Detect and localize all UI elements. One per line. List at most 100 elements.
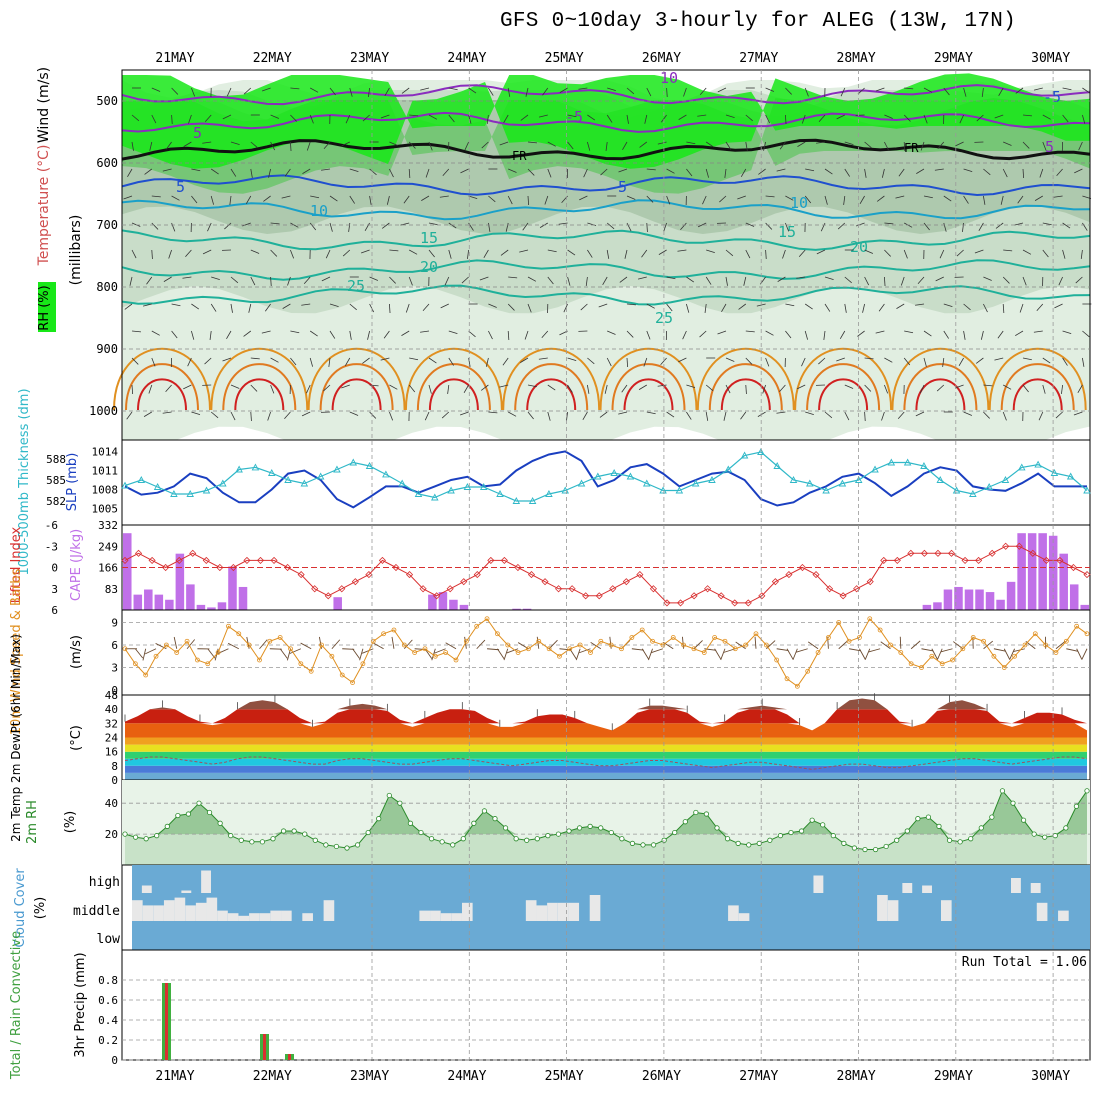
li-point (378, 556, 387, 564)
wind-barb (428, 249, 435, 258)
wind-speed-point (195, 657, 200, 663)
wind-barb (1082, 222, 1088, 231)
wind-barb (840, 87, 846, 97)
wind-barb (507, 303, 515, 311)
wind-axis-label: Wind (m/s) (36, 67, 52, 143)
wind-speed-point (226, 623, 231, 629)
wind-barb (250, 384, 258, 392)
wind-barb (725, 141, 732, 150)
wind-barb (349, 195, 355, 204)
wind-barb (290, 330, 300, 334)
cloud-bar-middle (227, 913, 239, 921)
wind-barb (743, 276, 747, 286)
cloud-bar-middle (430, 910, 441, 921)
cloud-bar-middle (259, 913, 271, 921)
rh-axis-label: RH (%) (37, 285, 52, 330)
wind-barb (542, 87, 549, 96)
wind-barb (527, 168, 535, 176)
thickness-point (316, 472, 325, 480)
wind-barb (897, 411, 905, 419)
wind-barb (646, 411, 656, 415)
wind-barb-10m (372, 642, 384, 650)
wind-barb (341, 141, 350, 147)
wind-barb (646, 87, 652, 97)
wind-barb-10m (331, 639, 341, 650)
wind-barb (499, 141, 509, 146)
wind-barb (723, 411, 727, 421)
wind-barb (211, 276, 220, 281)
li-point (175, 556, 183, 564)
wind-barb (389, 141, 398, 146)
wind-barb (242, 222, 251, 227)
wind-speed-point (443, 650, 449, 655)
wind-speed-point (184, 638, 190, 644)
wind-barb (1042, 384, 1046, 394)
wind-barb (309, 330, 318, 337)
thickness-point (806, 479, 814, 487)
thickness-point (365, 462, 374, 469)
wind-barb-10m (359, 648, 364, 661)
contour-label: 5 (193, 124, 202, 142)
wind-barb (801, 114, 806, 124)
li-tick: -3 (45, 540, 58, 553)
cape-bar (217, 602, 227, 610)
wind-barb (666, 303, 673, 312)
wind-barb (915, 411, 925, 417)
wind-barb (646, 222, 648, 233)
wind-barb (149, 141, 153, 151)
li-point (541, 578, 549, 586)
wind-barb (884, 222, 894, 225)
wind-barb (983, 195, 986, 205)
rh-point (450, 842, 456, 848)
cloud-bar-middle (940, 900, 952, 921)
date-tick-bottom: 27MAY (739, 1069, 778, 1084)
li-point (446, 585, 454, 593)
wind-barb (171, 222, 176, 232)
wind-barb-10m (217, 648, 229, 655)
wind-barb (389, 276, 396, 284)
wind-barb (997, 330, 1004, 339)
wind-barb (785, 114, 787, 125)
wind-barb-10m (910, 640, 921, 650)
wind-barb (187, 357, 192, 367)
li-point (1015, 542, 1023, 550)
wind-barb (488, 195, 496, 203)
date-tick-top: 30MAY (1031, 51, 1070, 66)
wind-barb (369, 195, 372, 205)
wind-barb (895, 195, 905, 199)
cloud-bar-middle (547, 902, 558, 921)
wind-barb (876, 195, 885, 202)
wind-barb (349, 168, 359, 173)
cape-axis-label: CAPE (J/kg) (69, 529, 84, 601)
wind-barb (824, 195, 828, 205)
wind-barb (916, 168, 925, 174)
cape-bar (1069, 584, 1079, 610)
wind-barb-10m (921, 648, 934, 652)
wind-speed-point (1043, 642, 1049, 648)
date-tick-top: 23MAY (350, 51, 389, 66)
wind-barb-10m (186, 639, 196, 650)
wind-barb-10m (849, 648, 861, 652)
cloud-bar-middle (270, 910, 282, 921)
temperature-contour (121, 84, 1091, 106)
wind-barb (1082, 114, 1086, 124)
li-tick: -6 (45, 519, 58, 532)
wind-barb (878, 303, 885, 312)
wind-barb (686, 303, 690, 313)
precip-tick: 0.6 (98, 994, 118, 1007)
wind-barb (481, 141, 489, 149)
wind-barb (250, 411, 252, 422)
rh-point (481, 808, 488, 814)
wind-barb (678, 114, 687, 120)
wind-barb (587, 249, 593, 258)
slp-tick: 1014 (92, 445, 119, 458)
wind-barb (1022, 249, 1032, 255)
precip-tick: 0.4 (98, 1014, 118, 1027)
rh-area (125, 790, 1087, 865)
wind-barb (745, 141, 748, 151)
wind-barb (360, 249, 370, 254)
temperature-contour-warm (137, 378, 187, 411)
cape-bar (933, 602, 942, 610)
wind-barb (229, 195, 232, 205)
cape-bar (238, 586, 248, 610)
